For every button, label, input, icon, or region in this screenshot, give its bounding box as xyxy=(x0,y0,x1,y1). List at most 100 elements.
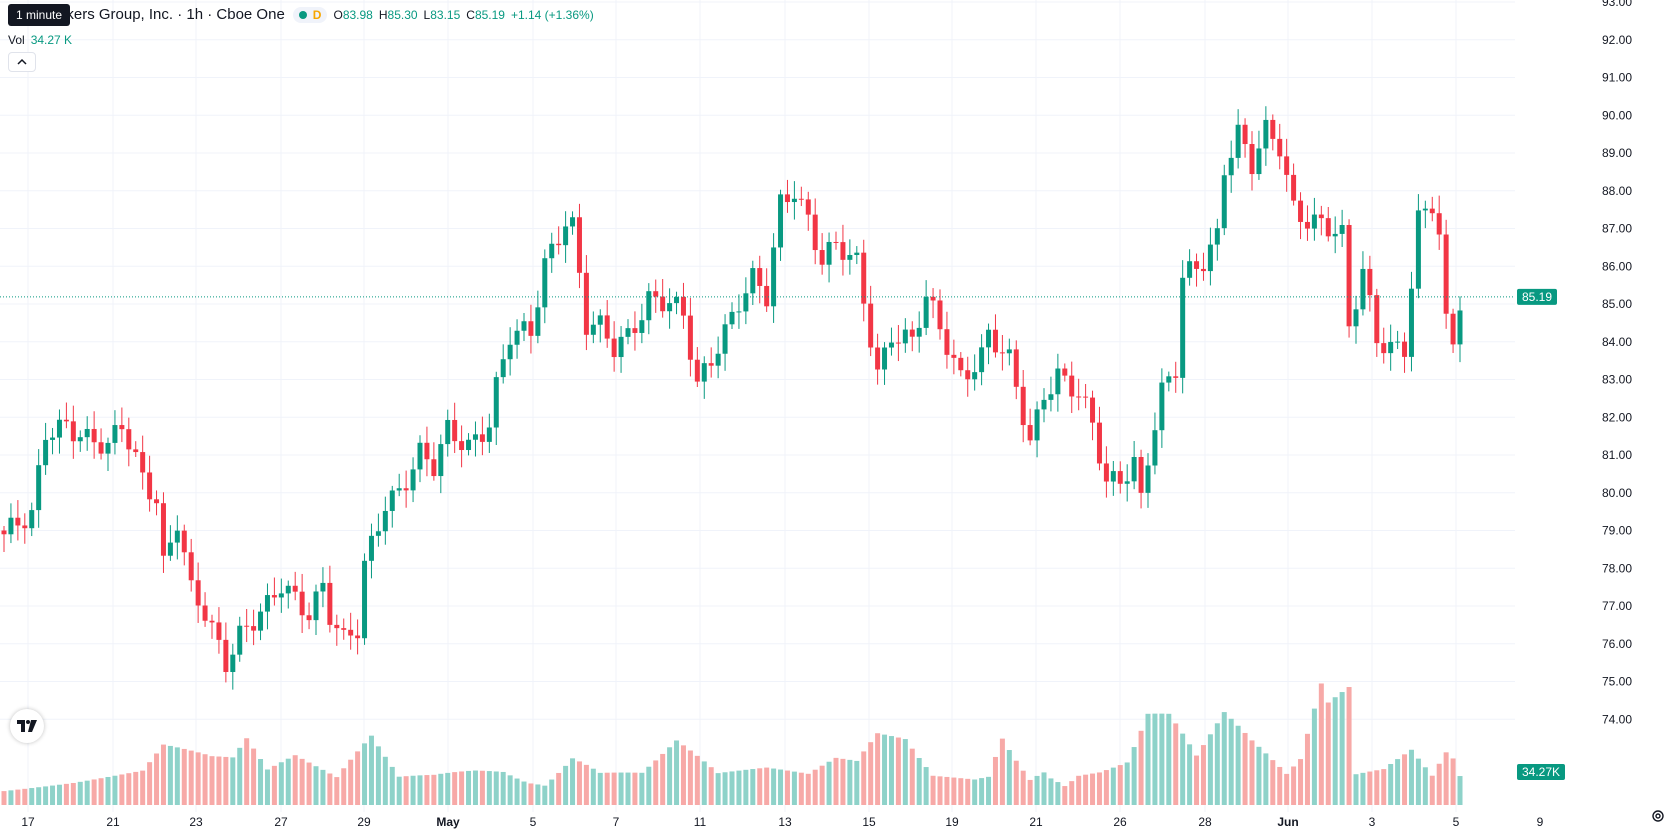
volume-bar xyxy=(223,756,229,805)
candle-body xyxy=(264,595,270,612)
candle xyxy=(535,290,541,344)
candle-body xyxy=(438,444,444,477)
volume-bar xyxy=(500,771,506,805)
gear-icon[interactable] xyxy=(1650,808,1666,829)
volume-bar xyxy=(1242,732,1248,805)
time-tick-label: 28 xyxy=(1198,815,1212,829)
volume-bar xyxy=(1159,713,1165,805)
volume-bar xyxy=(604,772,610,805)
status-pill[interactable]: D xyxy=(292,6,328,23)
candle-body xyxy=(923,296,929,328)
volume-bar xyxy=(563,765,569,805)
volume-bar xyxy=(8,790,14,805)
candle xyxy=(1124,464,1130,502)
candle xyxy=(375,513,381,547)
candle-body xyxy=(1318,214,1324,219)
volume-bar xyxy=(743,769,749,805)
candle xyxy=(327,565,333,633)
candle-body xyxy=(1138,456,1144,493)
candle xyxy=(764,268,770,312)
volume-bar xyxy=(1187,744,1193,805)
candle xyxy=(306,602,312,630)
tradingview-logo-icon[interactable] xyxy=(10,709,44,743)
candle xyxy=(965,356,971,397)
candle xyxy=(840,224,846,276)
volume-bar xyxy=(1346,687,1352,805)
price-tick-label: 91.00 xyxy=(1602,71,1632,85)
volume-bar xyxy=(375,746,381,805)
volume-bar xyxy=(999,738,1005,805)
candle-body xyxy=(611,338,617,358)
volume-bar xyxy=(660,753,666,805)
volume-bar xyxy=(701,761,707,805)
candle xyxy=(1159,368,1165,448)
candle-body xyxy=(43,439,49,466)
time-tick-label: 5 xyxy=(1453,815,1460,829)
volume-bar xyxy=(1235,725,1241,805)
price-axis[interactable]: 93.00 92.00 91.00 90.00 89.00 88.00 87.00 86.00… xyxy=(1515,0,1678,835)
candle-body xyxy=(757,268,763,286)
candle xyxy=(292,571,298,601)
candle-body xyxy=(1124,481,1130,484)
candle xyxy=(445,409,451,457)
candle-body xyxy=(944,329,950,355)
candle-body xyxy=(29,510,35,529)
collapse-legend-button[interactable] xyxy=(8,52,36,72)
symbol-title[interactable]: ctive Brokers Group, Inc. · 1h · Cboe On… xyxy=(8,6,285,23)
volume-bar xyxy=(202,754,208,805)
candle-body xyxy=(174,530,180,543)
price-tick-label: 80.00 xyxy=(1602,486,1632,500)
candle xyxy=(1180,260,1186,394)
candle-body xyxy=(1200,268,1206,272)
volume-bar xyxy=(1270,760,1276,805)
volume-bar xyxy=(972,779,978,805)
candle-body xyxy=(708,363,714,366)
time-tick-label: 26 xyxy=(1113,815,1127,829)
candle-body xyxy=(1381,343,1387,354)
candle xyxy=(258,603,264,641)
candle-body xyxy=(1270,119,1276,139)
volume-bar xyxy=(43,786,49,805)
candle-body xyxy=(133,449,139,453)
candle xyxy=(1173,361,1179,393)
candle-body xyxy=(500,359,506,378)
volume-bar xyxy=(1048,778,1054,805)
candle-body xyxy=(590,324,596,335)
candle xyxy=(1381,327,1387,364)
candle xyxy=(1131,440,1137,490)
candle xyxy=(597,309,603,343)
volume-bar xyxy=(882,734,888,805)
volume-bar xyxy=(251,748,257,805)
candle xyxy=(895,325,901,362)
candle xyxy=(833,231,839,250)
candle xyxy=(431,442,437,481)
candle xyxy=(472,421,478,457)
time-tick-label: 21 xyxy=(106,815,120,829)
volume-legend[interactable]: Vol 34.27 K xyxy=(8,33,72,47)
candle-body xyxy=(396,488,402,491)
candle-body xyxy=(299,591,305,616)
time-axis[interactable]: 17 21 23 27 29 May 5 7 11 13 15 19 21 26 28 Jun 3 5 9 xyxy=(21,815,1543,829)
candle-body xyxy=(1076,396,1082,398)
candle-body xyxy=(410,469,416,491)
volume-bar xyxy=(1027,779,1033,805)
candle-body xyxy=(417,442,423,470)
candle xyxy=(15,500,21,541)
candle-body xyxy=(722,324,728,354)
candle-body xyxy=(736,311,742,313)
candle xyxy=(1103,446,1109,498)
symbol-legend[interactable]: ctive Brokers Group, Inc. · 1h · Cboe On… xyxy=(8,6,594,23)
volume-bar xyxy=(459,771,465,805)
price-tick-label: 89.00 xyxy=(1602,146,1632,160)
candle-body xyxy=(847,254,853,260)
candle-body xyxy=(63,419,69,422)
candle-body xyxy=(486,427,492,442)
volume-bar xyxy=(570,758,576,805)
candle-body xyxy=(1214,228,1220,245)
candle xyxy=(750,260,756,306)
time-tick-label: 23 xyxy=(189,815,203,829)
candle xyxy=(819,233,825,275)
volume-bar xyxy=(1166,713,1172,805)
volume-bar xyxy=(687,750,693,805)
